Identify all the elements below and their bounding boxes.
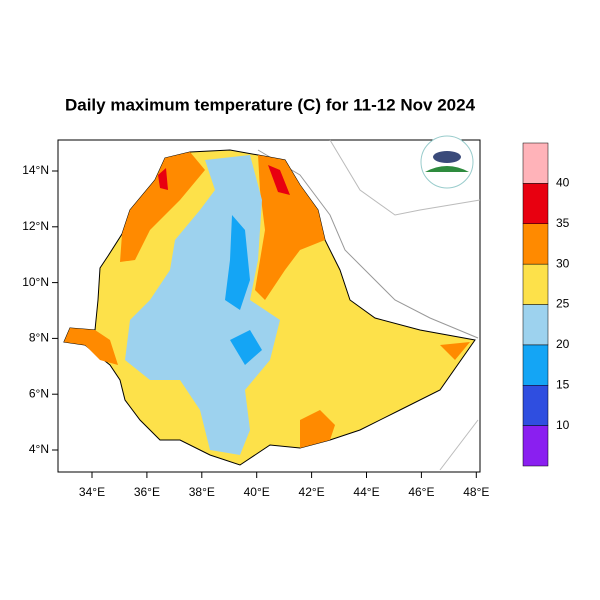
colorbar-box <box>522 142 549 184</box>
y-tick-label: 12°N <box>22 219 49 233</box>
colorbar-label: 10 <box>556 418 570 432</box>
colorbar-label: 15 <box>556 377 570 391</box>
coastline <box>439 419 479 471</box>
coastline <box>329 139 481 216</box>
colorbar-box <box>522 183 549 224</box>
logo-hill <box>425 166 469 172</box>
colorbar-label: 30 <box>556 256 570 270</box>
warm-zone <box>120 152 205 262</box>
x-tick-label: 44°E <box>353 485 379 499</box>
warm-zone <box>300 410 335 448</box>
logo-cloud <box>433 151 461 163</box>
colorbar-box <box>522 385 549 426</box>
hot-zone <box>268 165 290 195</box>
colorbar-box <box>522 344 549 386</box>
x-tick-label: 34°E <box>79 485 105 499</box>
y-tick-label: 8°N <box>29 331 49 345</box>
colorbar-label: 25 <box>556 297 570 311</box>
colorbar-box <box>522 223 549 265</box>
x-tick-label: 36°E <box>134 485 160 499</box>
map <box>57 139 481 473</box>
warm-zone <box>255 155 325 300</box>
y-tick-label: 10°N <box>22 275 49 289</box>
colorbar-label: 35 <box>556 216 570 230</box>
colorbar-box <box>522 304 549 346</box>
colorbar-label: 40 <box>556 176 570 190</box>
x-tick-label: 40°E <box>244 485 270 499</box>
neighbour-border <box>257 149 479 339</box>
colorbar-box <box>522 425 549 467</box>
colorbar-label: 20 <box>556 337 570 351</box>
hot-zone <box>158 168 168 190</box>
y-tick-label: 14°N <box>22 163 49 177</box>
cold-zone <box>225 215 250 310</box>
y-tick-label: 4°N <box>29 442 49 456</box>
x-tick-label: 46°E <box>408 485 434 499</box>
warm-zone <box>440 342 470 360</box>
x-tick-label: 38°E <box>189 485 215 499</box>
y-tick-label: 6°N <box>29 386 49 400</box>
x-tick-label: 42°E <box>299 485 325 499</box>
map-title: Daily maximum temperature (C) for 11-12 … <box>65 95 476 114</box>
warm-zone <box>64 328 118 365</box>
colorbar-box <box>522 263 549 305</box>
cold-zone <box>230 330 262 365</box>
x-tick-label: 48°E <box>463 485 489 499</box>
